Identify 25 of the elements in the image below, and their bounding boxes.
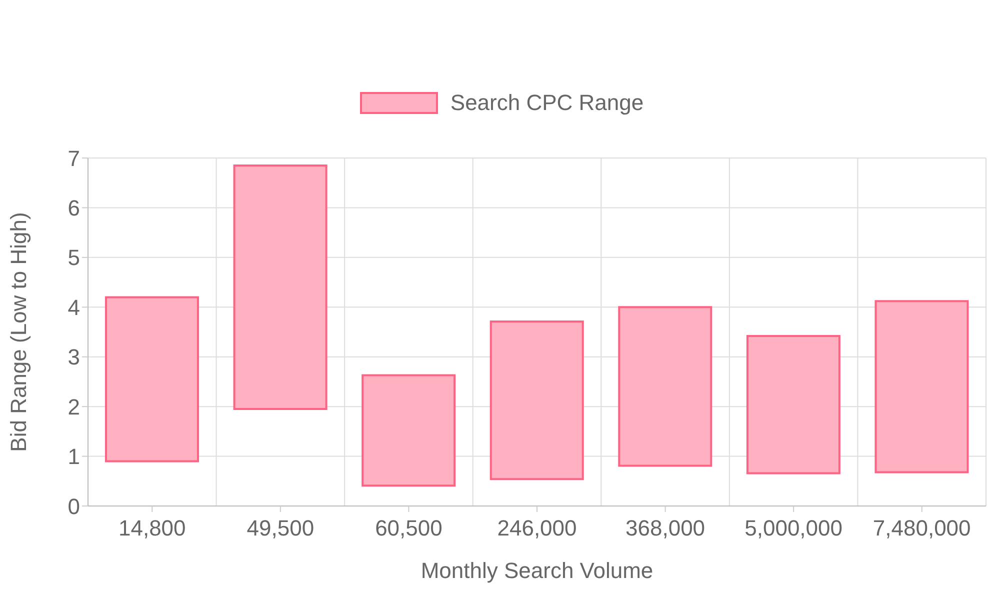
x-tick-label: 5,000,000	[744, 516, 843, 541]
bar	[362, 374, 456, 487]
y-tick-label: 2	[68, 394, 80, 420]
y-tick-label: 0	[68, 494, 80, 519]
x-tick-label: 49,500	[246, 516, 314, 541]
x-tick-label: 14,800	[118, 516, 186, 541]
bar	[618, 306, 712, 467]
y-tick-label: 7	[68, 146, 80, 171]
bar	[746, 334, 840, 474]
bar	[490, 320, 584, 480]
y-tick-label: 6	[68, 196, 80, 221]
bar	[874, 300, 969, 474]
x-axis-title: Monthly Search Volume	[420, 558, 654, 583]
x-tick-label: 368,000	[626, 516, 706, 541]
bar	[105, 296, 199, 462]
y-tick-label: 3	[68, 344, 80, 370]
y-axis-title: Bid Range (Low to High)	[6, 212, 31, 452]
y-tick-label: 1	[68, 444, 80, 470]
legend-label: Search CPC Range	[450, 90, 644, 116]
y-tick-label: 4	[68, 294, 80, 320]
x-tick-label: 60,500	[375, 516, 442, 541]
x-tick-label: 246,000	[497, 516, 577, 541]
y-tick-label: 5	[68, 245, 80, 270]
x-tick-label: 7,480,000	[872, 516, 971, 541]
bar	[233, 164, 328, 410]
